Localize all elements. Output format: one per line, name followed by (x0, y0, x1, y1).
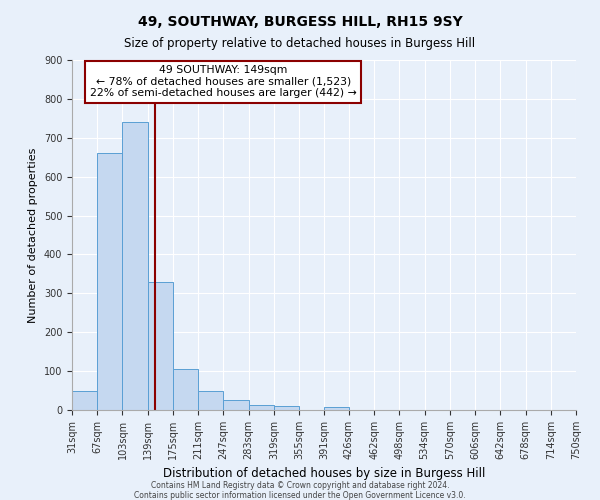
Text: 49, SOUTHWAY, BURGESS HILL, RH15 9SY: 49, SOUTHWAY, BURGESS HILL, RH15 9SY (137, 15, 463, 29)
Bar (173, 369, 198, 410)
Bar (72, 390, 97, 410)
Bar (248, 405, 274, 410)
Bar (223, 400, 248, 410)
Bar (325, 408, 349, 410)
Bar (198, 390, 223, 410)
Bar (148, 282, 173, 410)
Text: Contains public sector information licensed under the Open Government Licence v3: Contains public sector information licen… (134, 490, 466, 500)
Y-axis label: Number of detached properties: Number of detached properties (28, 148, 38, 322)
Text: Contains HM Land Registry data © Crown copyright and database right 2024.: Contains HM Land Registry data © Crown c… (151, 480, 449, 490)
Bar (122, 122, 148, 410)
Text: 49 SOUTHWAY: 149sqm
← 78% of detached houses are smaller (1,523)
22% of semi-det: 49 SOUTHWAY: 149sqm ← 78% of detached ho… (90, 66, 356, 98)
Text: Size of property relative to detached houses in Burgess Hill: Size of property relative to detached ho… (124, 38, 476, 51)
Bar (274, 406, 299, 410)
X-axis label: Distribution of detached houses by size in Burgess Hill: Distribution of detached houses by size … (163, 468, 485, 480)
Bar (97, 154, 122, 410)
